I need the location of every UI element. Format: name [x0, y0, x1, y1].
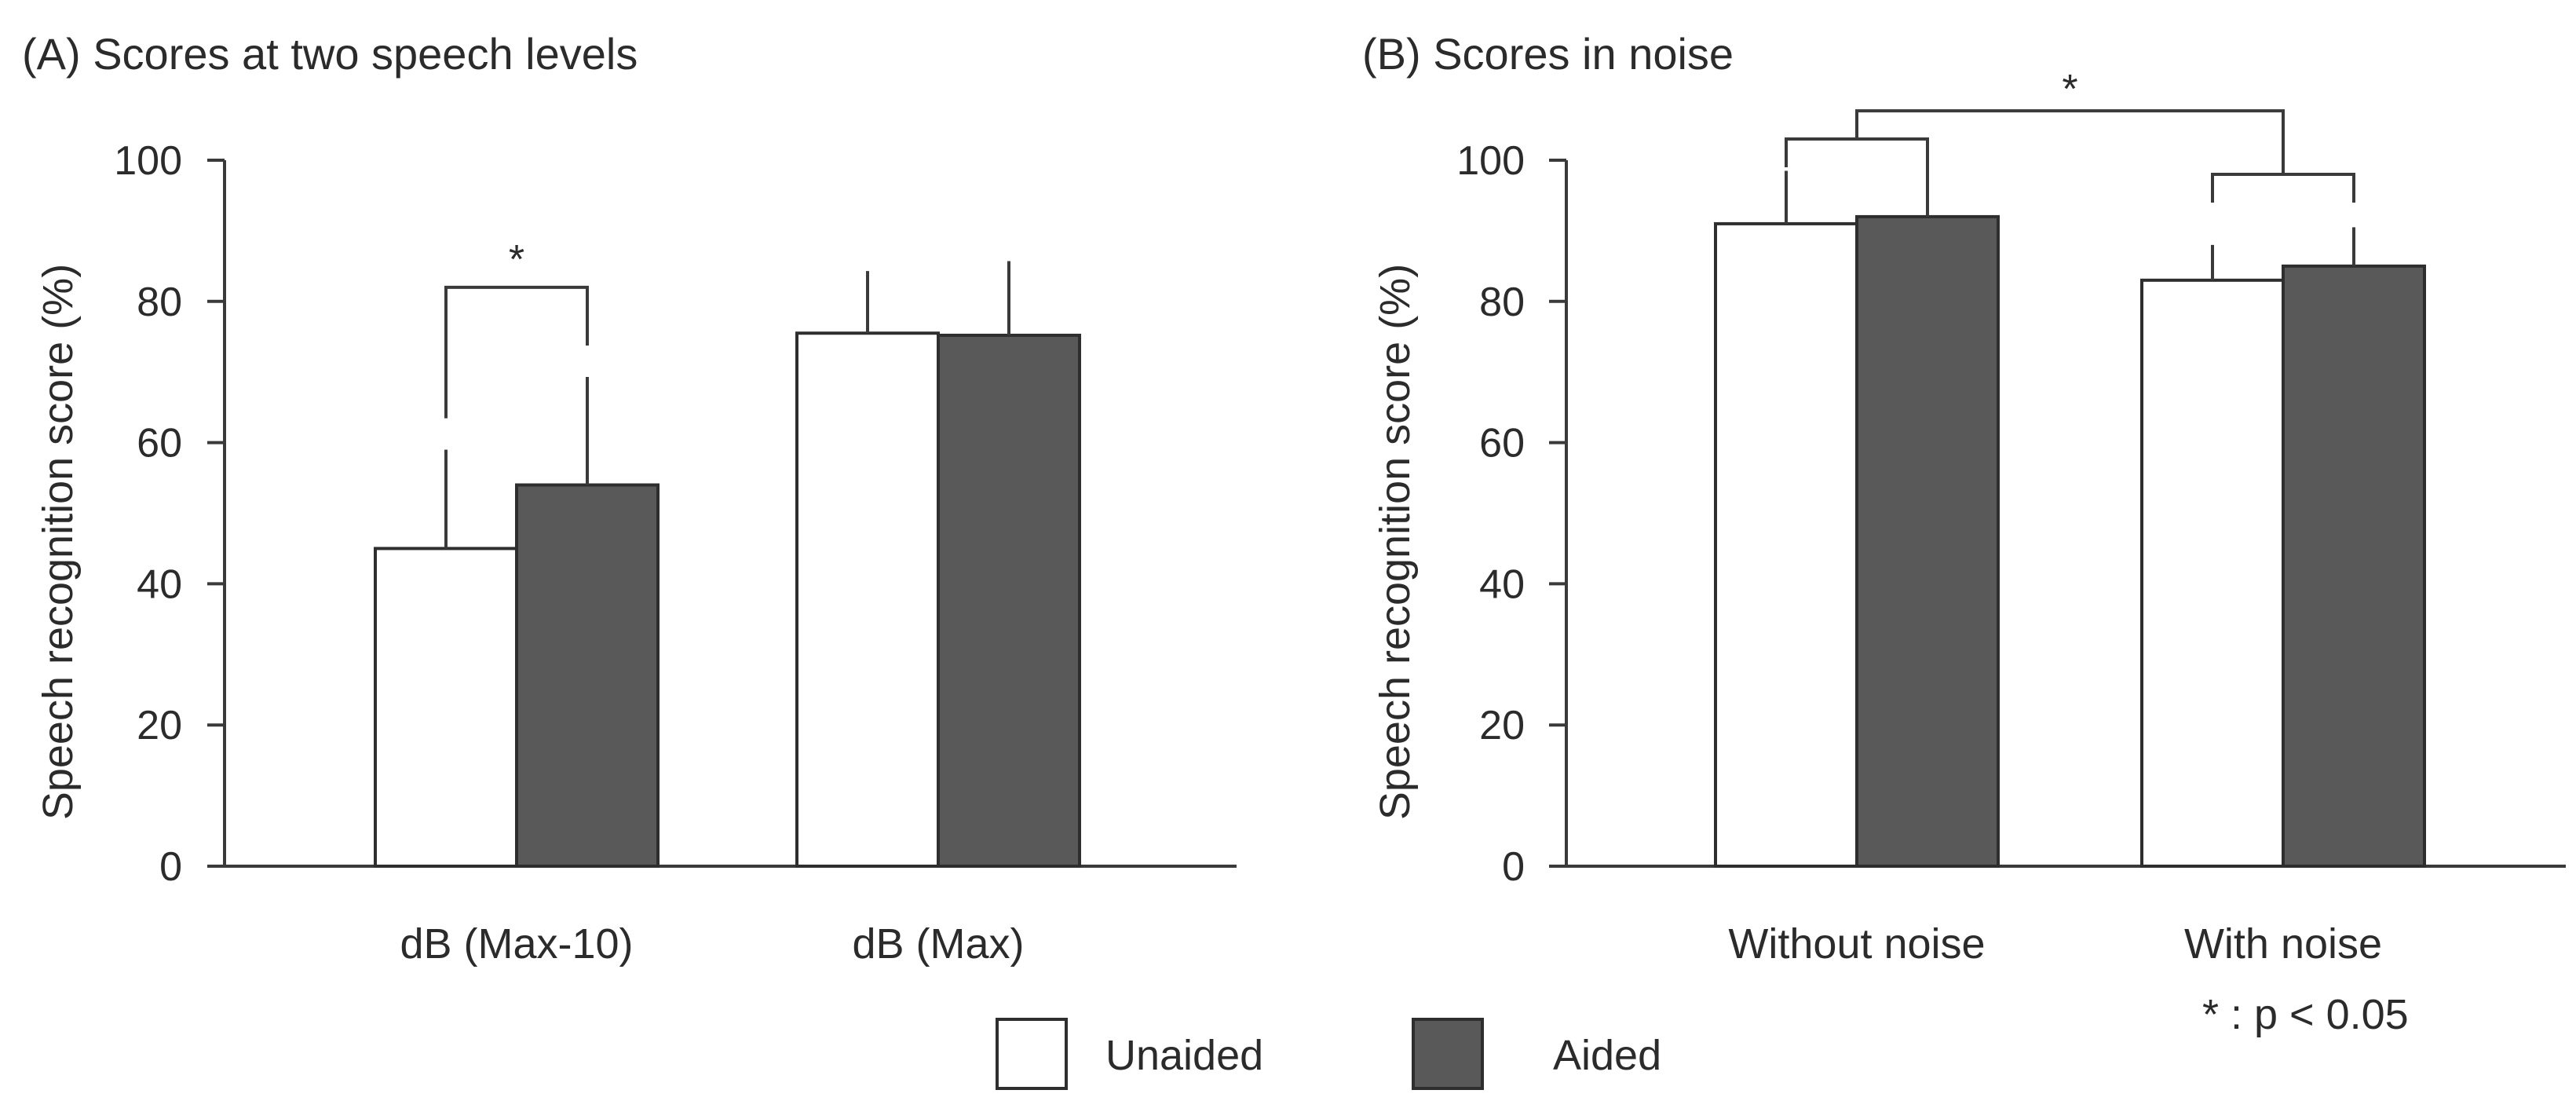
panel-b-bar-unaided-2	[2140, 278, 2285, 868]
legend: Unaided Aided	[996, 1018, 1661, 1090]
panel-b-category-label-1: Without noise	[1728, 920, 1985, 967]
panel-a-bar-unaided-2	[795, 331, 940, 868]
panel-a-significance-bracket	[444, 285, 589, 419]
panel-b-title: (B) Scores in noise	[1362, 29, 1734, 79]
panel-a-bar-aided-1	[515, 483, 660, 868]
legend-swatch-aided	[1412, 1018, 1484, 1090]
panel-b: (B) Scores in noise Speech recognition s…	[1362, 29, 2566, 967]
panel-b-y-tick-label: 80	[1479, 280, 1525, 325]
panel-a-y-tick-label: 20	[137, 703, 182, 748]
panel-b-y-tick-label: 60	[1479, 421, 1525, 466]
legend-swatch-unaided	[996, 1018, 1068, 1090]
legend-label-aided: Aided	[1553, 1032, 1661, 1079]
panel-b-group-bracket-1	[1785, 137, 1929, 167]
panel-a-bar-unaided-1	[374, 547, 518, 868]
panel-b-significance-star: *	[2062, 67, 2077, 112]
panel-b-y-tick-label: 100	[1456, 138, 1525, 184]
panel-b-y-axis-label: Speech recognition score (%)	[1372, 264, 1419, 820]
panel-a-y-axis-label: Speech recognition score (%)	[35, 264, 82, 820]
panel-b-y-tick-label: 40	[1479, 561, 1525, 607]
panel-a-significance-star: *	[509, 237, 524, 283]
panel-a-plot: 0 20 40 60 80 100 dB (Max-10) dB (Max) *	[114, 138, 1237, 967]
panel-b-bar-aided-1	[1855, 214, 2000, 869]
panel-b-bar-unaided-1	[1714, 221, 1858, 869]
legend-label-unaided: Unaided	[1105, 1032, 1263, 1079]
panel-b-y-tick-label: 20	[1479, 703, 1525, 748]
panel-a: (A) Scores at two speech levels Speech r…	[22, 29, 1237, 967]
panel-a-category-label-1: dB (Max-10)	[400, 920, 633, 967]
panel-b-bar-aided-2	[2282, 264, 2426, 869]
panel-a-bar-aided-2	[937, 333, 1081, 868]
panel-a-y-tick-label: 60	[137, 421, 182, 466]
panel-a-y-tick-label: 40	[137, 561, 182, 607]
panel-a-y-tick-label: 100	[114, 138, 182, 184]
panel-a-category-label-2: dB (Max)	[852, 920, 1024, 967]
panel-a-y-tick-label: 80	[137, 280, 182, 325]
panel-b-y-tick-label: 0	[1502, 844, 1525, 890]
significance-footnote: * : p < 0.05	[2202, 991, 2409, 1038]
panel-a-y-tick-label: 0	[159, 844, 182, 890]
panel-a-title: (A) Scores at two speech levels	[22, 29, 638, 79]
panel-b-significance-bracket	[1855, 109, 2285, 174]
panel-b-group-bracket-2	[2211, 172, 2355, 203]
panel-b-plot: 0 20 40 60 80 100 Without noise With noise *	[1456, 67, 2566, 967]
panel-b-category-label-2: With noise	[2184, 920, 2382, 967]
